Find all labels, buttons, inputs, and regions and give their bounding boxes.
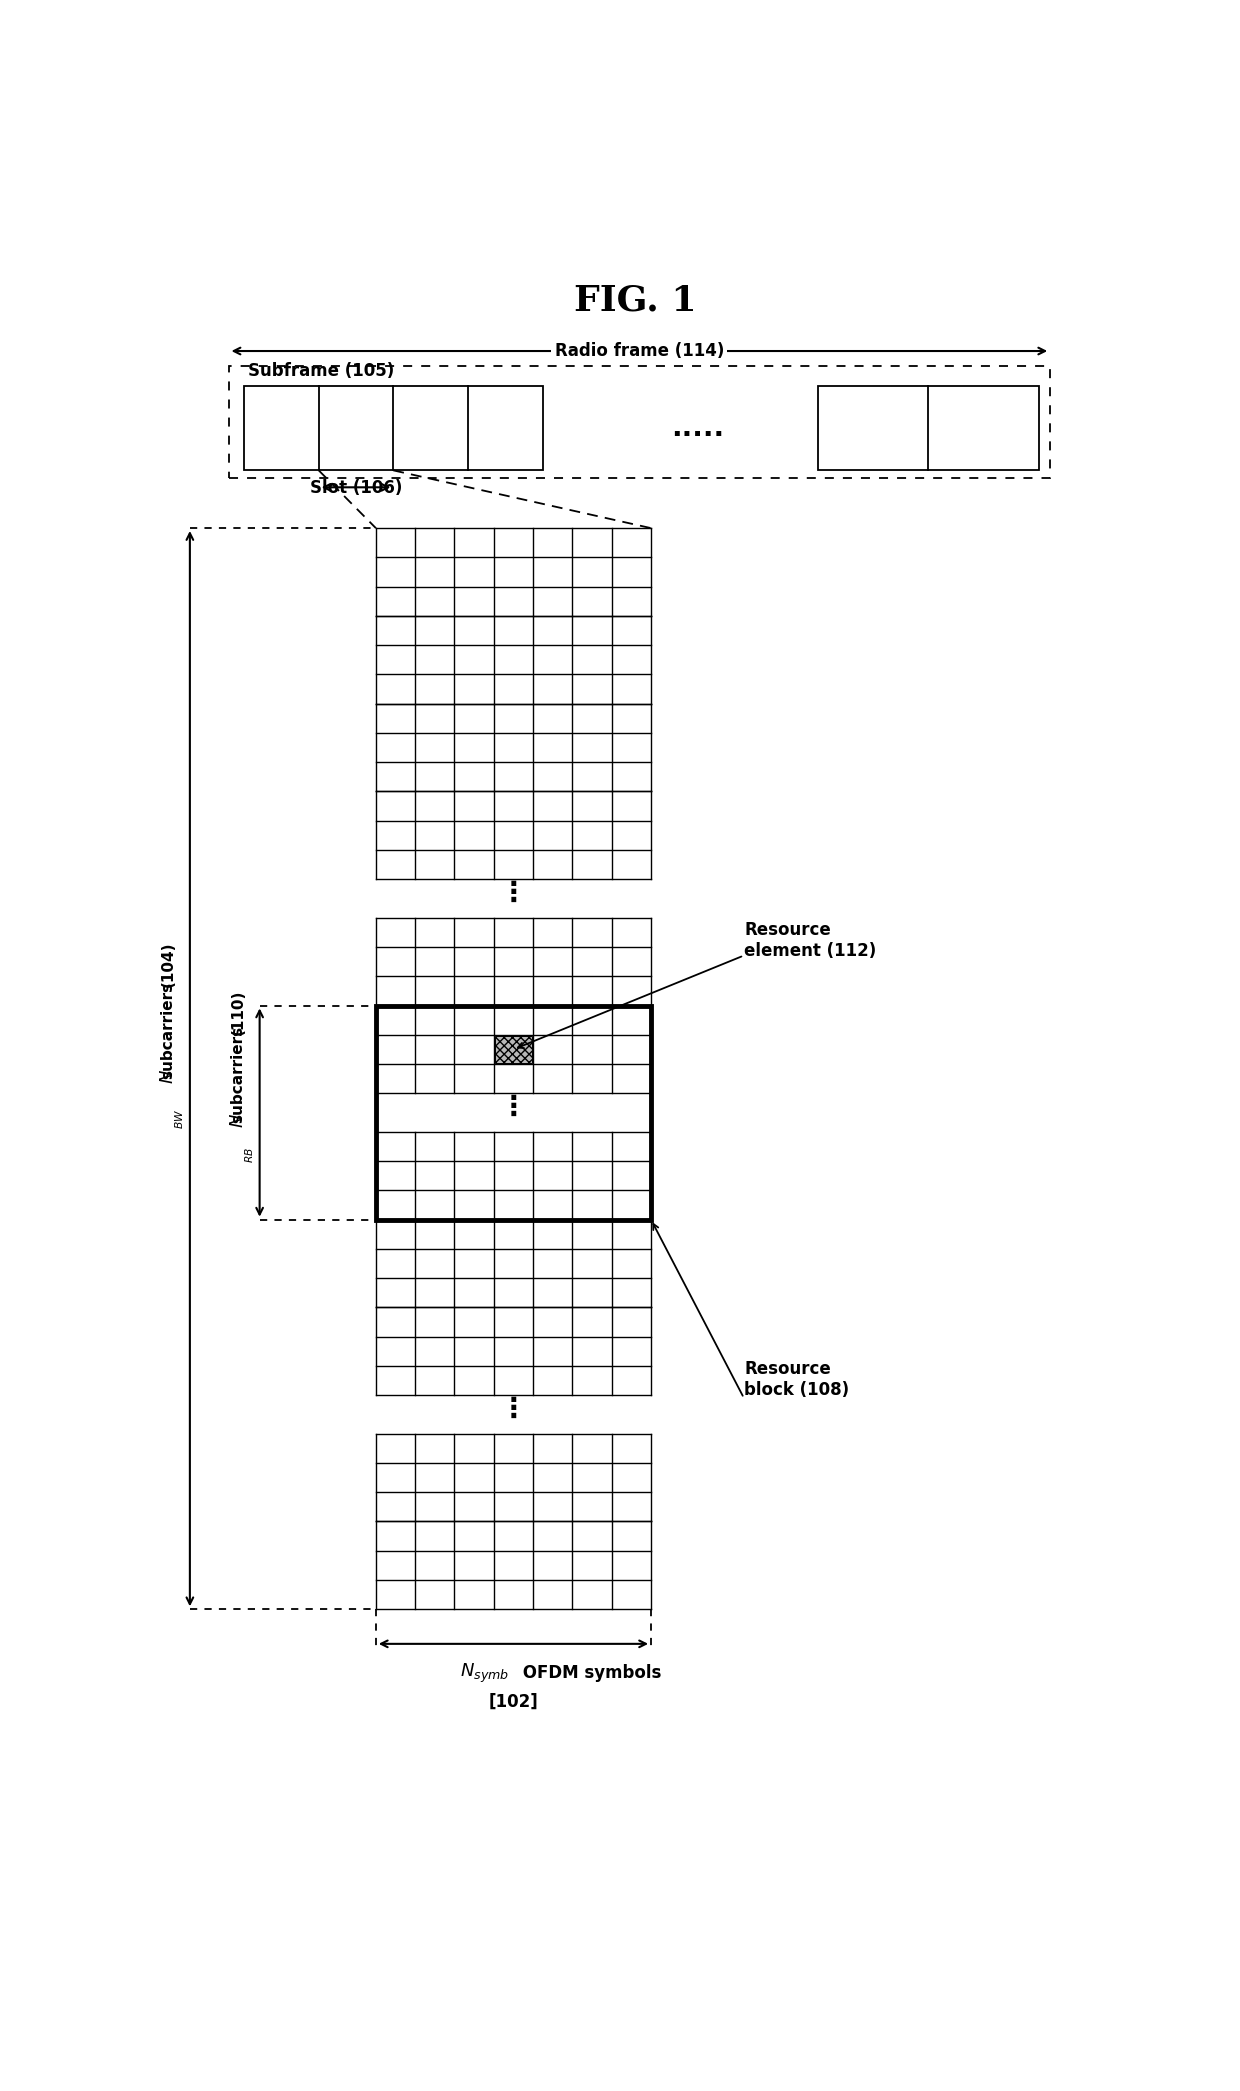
Bar <box>376 1006 651 1219</box>
Text: subcarriers: subcarriers <box>161 981 176 1079</box>
Text: OFDM symbols: OFDM symbols <box>517 1664 662 1681</box>
Text: $N_{symb}$: $N_{symb}$ <box>460 1662 510 1685</box>
Text: Slot (106): Slot (106) <box>310 479 402 496</box>
Text: (110): (110) <box>231 989 246 1035</box>
Text: Subframe (105): Subframe (105) <box>248 362 394 378</box>
Text: Radio frame (114): Radio frame (114) <box>554 343 724 360</box>
Bar <box>244 385 543 470</box>
Text: $N$: $N$ <box>229 1112 247 1127</box>
Text: $_{BW}$: $_{BW}$ <box>171 1108 186 1129</box>
Bar <box>817 385 1039 470</box>
Bar <box>495 1035 532 1062</box>
Text: Resource
element (112): Resource element (112) <box>744 920 877 960</box>
Text: $_{RB}$: $_{RB}$ <box>241 1146 255 1163</box>
Text: ⋮: ⋮ <box>500 878 527 907</box>
Bar <box>228 366 1050 479</box>
Text: [102]: [102] <box>489 1692 538 1710</box>
Text: $N$: $N$ <box>159 1069 177 1083</box>
Text: Resource
block (108): Resource block (108) <box>744 1359 849 1399</box>
Text: FIG. 1: FIG. 1 <box>574 284 697 318</box>
Text: .....: ..... <box>671 414 724 441</box>
Text: (104): (104) <box>161 941 176 987</box>
Text: ⋮: ⋮ <box>500 1395 527 1424</box>
Text: ⋮: ⋮ <box>500 1094 527 1121</box>
Text: subcarriers: subcarriers <box>231 1025 246 1123</box>
